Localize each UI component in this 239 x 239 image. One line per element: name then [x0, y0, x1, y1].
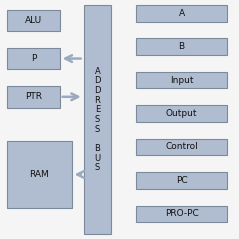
Text: Control: Control — [165, 142, 198, 152]
Text: A: A — [179, 9, 185, 18]
Text: A
D
D
R
E
S
S
 
B
U
S: A D D R E S S B U S — [94, 66, 101, 173]
Bar — [7, 10, 60, 31]
Text: PRO-PC: PRO-PC — [165, 209, 199, 218]
Bar — [7, 141, 72, 208]
Bar — [136, 5, 227, 22]
Text: PC: PC — [176, 176, 187, 185]
Bar — [7, 86, 60, 108]
Text: P: P — [31, 54, 36, 63]
Bar — [136, 172, 227, 189]
Bar — [136, 38, 227, 55]
Text: PTR: PTR — [25, 92, 42, 101]
Bar — [84, 5, 111, 234]
Text: B: B — [179, 42, 185, 51]
Text: Output: Output — [166, 109, 197, 118]
Bar — [136, 72, 227, 88]
Bar — [136, 139, 227, 155]
Bar — [7, 48, 60, 69]
Bar — [136, 105, 227, 122]
Bar — [136, 206, 227, 222]
Text: ALU: ALU — [25, 16, 42, 25]
Text: Input: Input — [170, 76, 193, 85]
Text: RAM: RAM — [30, 170, 49, 179]
